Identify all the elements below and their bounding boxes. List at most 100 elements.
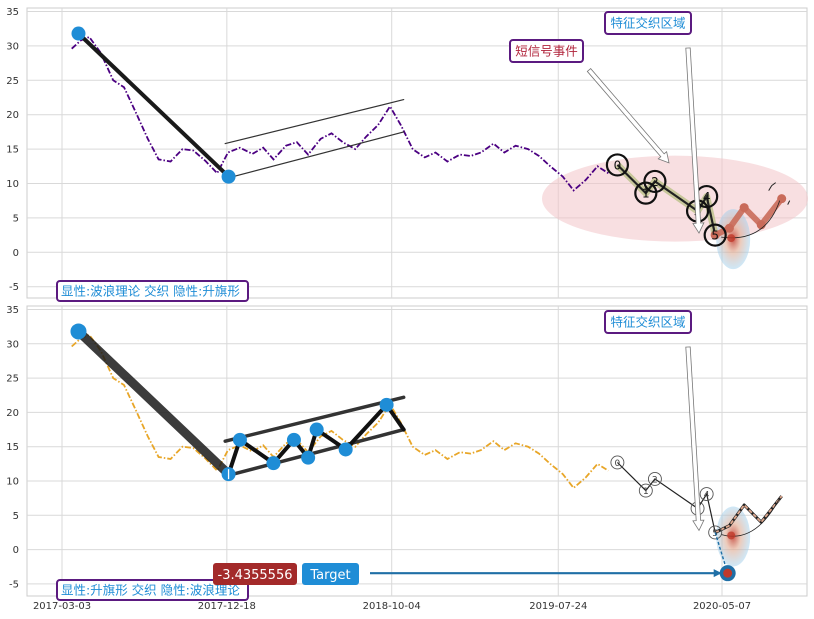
bottom-wave-label-4: 4 — [704, 491, 710, 501]
top-pivot-marker-0 — [71, 26, 86, 41]
bottom-overlay-fg: 012345 — [70, 323, 736, 582]
top-overlay-fg: 012345 — [71, 26, 736, 247]
top-y-tick-10: 10 — [6, 179, 19, 190]
bottom-signal-core — [727, 531, 736, 540]
top-wave-label-2: 2 — [651, 175, 659, 189]
target-label-badge: Target — [302, 563, 359, 585]
bottom-y-tick-10: 10 — [6, 477, 19, 488]
top-wave-path — [616, 164, 717, 236]
top-wave-marker-2 — [643, 169, 667, 194]
top-projection-point-3 — [756, 220, 766, 230]
bottom-y-tick-0: 0 — [13, 545, 19, 556]
bottom-pattern-flag-upper-1 — [223, 395, 406, 443]
target-value-badge: -3.4355556 — [213, 563, 297, 585]
target-leader-arrowhead — [713, 569, 722, 578]
bottom-y-tick-15: 15 — [6, 442, 19, 453]
caption-top-text: 显性:波浪理论 交织 隐性:升旗形 — [61, 284, 240, 299]
bottom-pivot-marker-8 — [379, 397, 394, 412]
bottom-pivot-marker-5 — [301, 450, 316, 465]
annotation-feature-zone-top: 特征交织区域 — [604, 11, 692, 35]
bottom-x-ticks: 2017-03-03 2017-12-18 2018-10-04 2019-07-24… — [33, 601, 751, 612]
bottom-wave-marker-4 — [699, 487, 714, 501]
top-y-tick-20: 20 — [6, 110, 19, 121]
top-projection-point-1 — [724, 223, 734, 233]
target-value-text: -3.4355556 — [218, 568, 293, 583]
top-y-tick-15: 15 — [6, 145, 19, 156]
bottom-wave-marker-2 — [647, 471, 662, 486]
bottom-y-tick-35: 35 — [6, 305, 19, 316]
annotation-short-signal-text: 短信号事件 — [515, 44, 578, 59]
annotation-feature-zone-bottom-text: 特征交织区域 — [610, 315, 685, 330]
top-pivot-marker-1 — [221, 169, 236, 184]
bottom-pattern-wave-leg-0 — [74, 327, 234, 479]
bottom-price-series-0 — [71, 333, 609, 490]
top-wave-marker-1 — [634, 181, 658, 205]
bottom-y-ticks: 35 30 25 20 15 10 5 0 -5 — [6, 305, 19, 590]
bottom-wave-marker-1 — [638, 483, 653, 498]
annotation-feature-zone-bottom: 特征交织区域 — [604, 310, 692, 334]
top-projection-point-4 — [777, 194, 787, 204]
bottom-grid — [27, 306, 807, 596]
top-wave-marker-0 — [605, 153, 630, 177]
caption-bottom: 显性:升旗形 交织 隐性:波浪理论 — [56, 579, 249, 601]
bottom-pivot-marker-7 — [338, 442, 353, 457]
x-tick-3: 2019-07-24 — [529, 601, 587, 612]
bottom-y-tick-30: 30 — [6, 339, 19, 350]
bottom-y-tick-5: 5 — [13, 511, 19, 522]
top-price-series-0 — [71, 35, 609, 192]
top-wave-label-1: 1 — [642, 187, 650, 201]
annotation-feature-zone-top-text: 特征交织区域 — [610, 16, 685, 31]
bottom-pivot-marker-3 — [266, 456, 281, 471]
bottom-pivot-marker-4 — [286, 432, 301, 447]
top-y-tick-0: 0 — [13, 248, 19, 259]
bottom-y-tick-25: 25 — [6, 374, 19, 385]
bottom-pattern-flag-lower-2 — [223, 427, 406, 478]
bottom-pivot-marker-0 — [70, 323, 87, 340]
x-tick-4: 2020-05-07 — [693, 601, 751, 612]
bottom-pivot-marker-2 — [232, 432, 247, 447]
top-y-tick-35: 35 — [6, 7, 19, 18]
x-tick-0: 2017-03-03 — [33, 601, 91, 612]
top-pattern-flag-lower-2 — [224, 131, 405, 180]
top-y-tick-5: 5 — [13, 213, 19, 224]
annotation-short-signal: 短信号事件 — [509, 39, 584, 63]
bottom-plot-frame — [26, 305, 808, 597]
top-y-tick-30: 30 — [6, 41, 19, 52]
caption-top: 显性:波浪理论 交织 隐性:升旗形 — [56, 280, 249, 302]
top-projection-point-2 — [739, 203, 749, 213]
bottom-projection-outline — [714, 495, 783, 534]
bottom-y-tick-20: 20 — [6, 408, 19, 419]
target-marker-inner — [723, 568, 733, 578]
top-wave-label-0: 0 — [614, 158, 622, 172]
top-pattern-flag-upper-1 — [224, 99, 405, 145]
top-signal-core — [727, 234, 736, 243]
top-y-ticks: 35 30 25 20 15 10 5 0 -5 — [6, 7, 19, 293]
bottom-pivot-marker-6 — [309, 422, 324, 437]
bottom-series — [71, 333, 609, 490]
bottom-wave-label-0: 0 — [615, 459, 621, 469]
bottom-y-tick--5: -5 — [9, 579, 19, 590]
top-pattern-wave-leg-0 — [76, 31, 231, 179]
bottom-feature-zone-arrow — [685, 346, 705, 532]
bottom-wave-marker-5 — [708, 525, 723, 540]
top-y-tick--5: -5 — [9, 282, 19, 293]
top-y-tick-25: 25 — [6, 76, 19, 87]
target-label-text: Target — [309, 568, 350, 583]
bottom-wave-label-2: 2 — [652, 475, 658, 485]
bottom-wave-label-1: 1 — [643, 487, 649, 497]
top-projection-point-0 — [710, 230, 720, 240]
top-short-signal-arrow — [586, 67, 670, 164]
top-feature-zone-arrow — [685, 47, 705, 234]
bottom-wave-marker-0 — [610, 455, 625, 470]
top-wave-marker-5 — [703, 223, 727, 247]
x-tick-1: 2017-12-18 — [198, 601, 256, 612]
top-wave-label-5: 5 — [711, 229, 719, 243]
x-tick-2: 2018-10-04 — [363, 601, 421, 612]
top-wave-label-4: 4 — [703, 190, 711, 204]
top-series — [71, 35, 609, 192]
caption-bottom-text: 显性:升旗形 交织 隐性:波浪理论 — [61, 583, 240, 598]
top-projection-whisker — [768, 182, 791, 205]
